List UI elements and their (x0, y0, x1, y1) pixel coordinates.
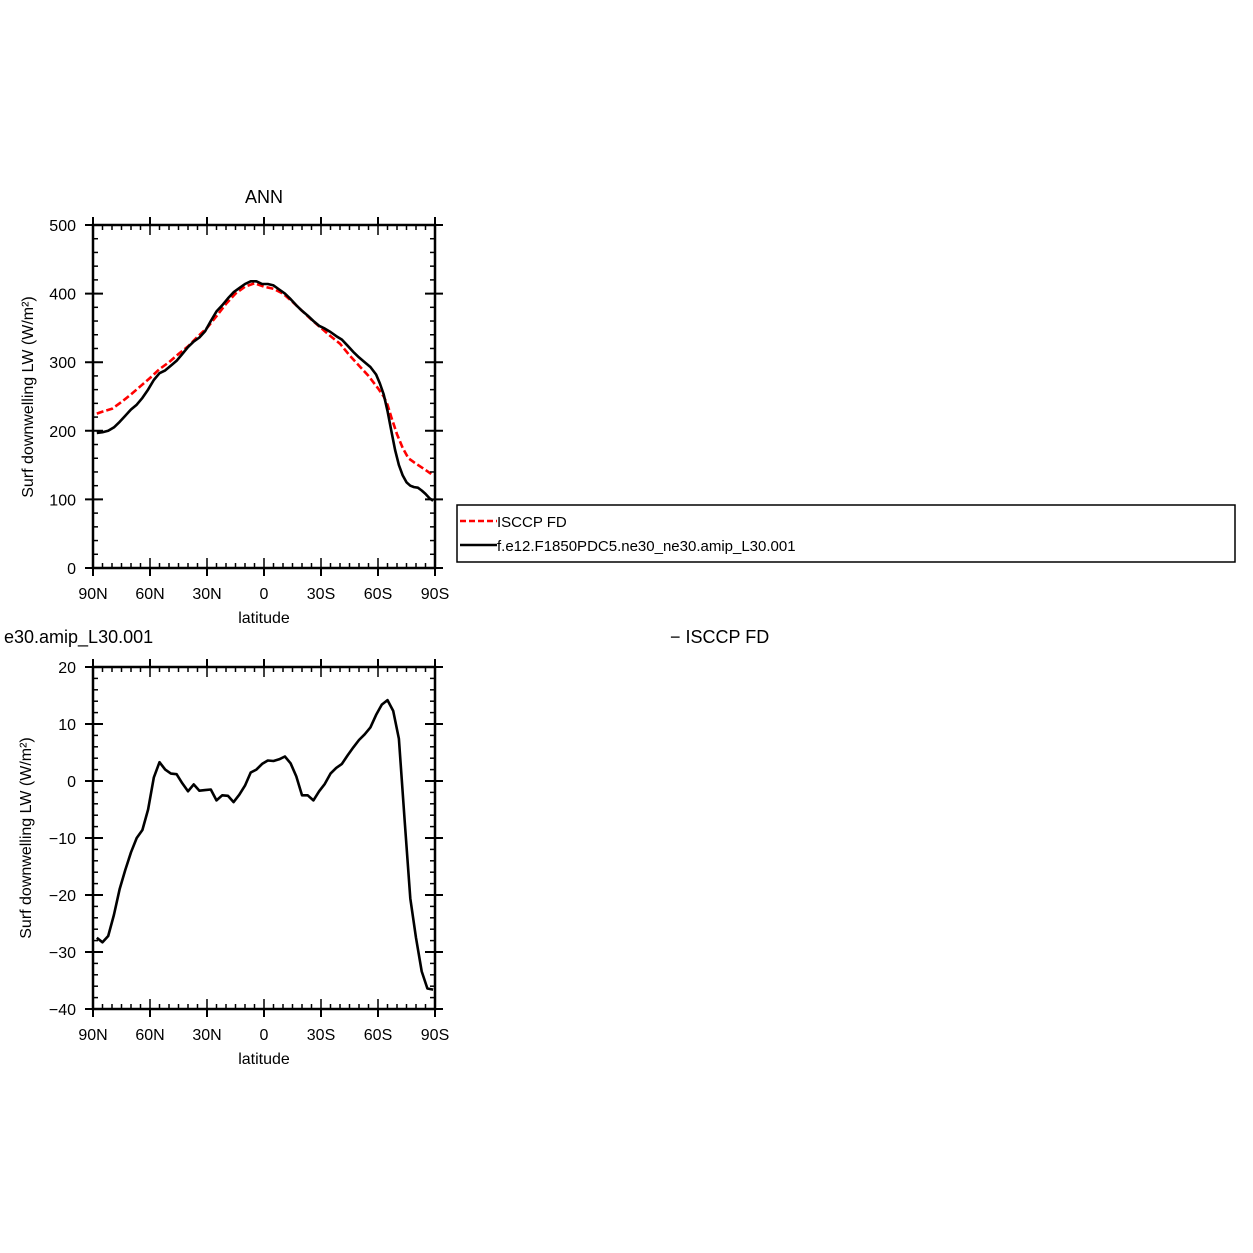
mean-series-line-0 (96, 281, 432, 476)
difference-y-tick-label: 0 (67, 774, 76, 791)
legend-label-model: f.e12.F1850PDC5.ne30_ne30.amip_L30.001 (497, 538, 796, 555)
mean-x-tick-label: 60S (364, 586, 392, 603)
difference-panel-right-title: − ISCCP FD (670, 627, 769, 647)
difference-series-lines (95, 698, 434, 991)
difference-panel-title: e30.amip_L30.001 (4, 627, 153, 648)
mean-x-tick-label: 30N (192, 586, 221, 603)
difference-plot-frame (91, 665, 437, 1011)
difference-x-tick-label: 90S (421, 1027, 449, 1044)
difference-x-tick-label: 30N (192, 1027, 221, 1044)
difference-ticks: 90N 60N 30N 0 30S 60S 90S −40 −30 −20 −10 0 10 20 (49, 659, 449, 1044)
legend-box (456, 504, 1236, 563)
difference-x-tick-label: 90N (78, 1027, 107, 1044)
mean-y-tick-label: 0 (67, 561, 76, 578)
difference-y-tick-label: −40 (49, 1002, 76, 1019)
difference-panel: e30.amip_L30.001 − ISCCP FD 90N 60N 30N 0 30… (4, 627, 769, 1068)
legend-label-isccp: ISCCP FD (497, 514, 567, 531)
difference-x-tick-label: 0 (260, 1027, 269, 1044)
mean-x-tick-label: 90N (78, 586, 107, 603)
difference-y-tick-label: −30 (49, 945, 76, 962)
legend: ISCCP FD f.e12.F1850PDC5.ne30_ne30.amip_… (456, 504, 1236, 563)
mean-panel-title: ANN (245, 187, 283, 207)
difference-x-axis-label: latitude (238, 1051, 290, 1068)
mean-y-axis-label: Surf downwelling LW (W/m²) (20, 296, 37, 498)
mean-y-tick-label: 100 (49, 492, 76, 509)
mean-x-tick-label: 60N (135, 586, 164, 603)
mean-ticks: 90N 60N 30N 0 30S 60S 90S 0 100 200 300 400 500 (49, 217, 449, 603)
mean-series-line-1 (96, 279, 434, 502)
difference-x-tick-label: 30S (307, 1027, 335, 1044)
difference-series-line-0 (95, 698, 434, 991)
mean-x-tick-label: 0 (260, 586, 269, 603)
difference-y-tick-label: −20 (49, 888, 76, 905)
mean-series-lines (96, 279, 434, 502)
mean-y-tick-label: 500 (49, 218, 76, 235)
mean-x-tick-label: 30S (307, 586, 335, 603)
difference-y-tick-label: 20 (58, 660, 76, 677)
mean-y-tick-label: 400 (49, 287, 76, 304)
difference-x-tick-label: 60N (135, 1027, 164, 1044)
difference-y-axis-label: Surf downwelling LW (W/m²) (18, 737, 35, 939)
difference-x-tick-label: 60S (364, 1027, 392, 1044)
mean-x-axis-label: latitude (238, 610, 290, 627)
difference-y-tick-label: 10 (58, 717, 76, 734)
mean-x-tick-label: 90S (421, 586, 449, 603)
mean-panel: ANN 90N 60N 30N 0 30S 60S 90S0100200300400500 … (20, 187, 449, 627)
difference-y-tick-label: −10 (49, 831, 76, 848)
mean-y-tick-label: 300 (49, 355, 76, 372)
mean-y-tick-label: 200 (49, 424, 76, 441)
